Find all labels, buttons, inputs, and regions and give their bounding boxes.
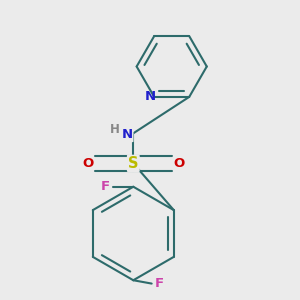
Text: F: F (101, 180, 110, 193)
Text: N: N (145, 90, 156, 104)
Text: N: N (122, 128, 133, 142)
Text: O: O (173, 157, 185, 170)
Text: H: H (110, 124, 120, 136)
Text: O: O (82, 157, 93, 170)
Text: S: S (128, 156, 139, 171)
Text: F: F (154, 277, 164, 290)
